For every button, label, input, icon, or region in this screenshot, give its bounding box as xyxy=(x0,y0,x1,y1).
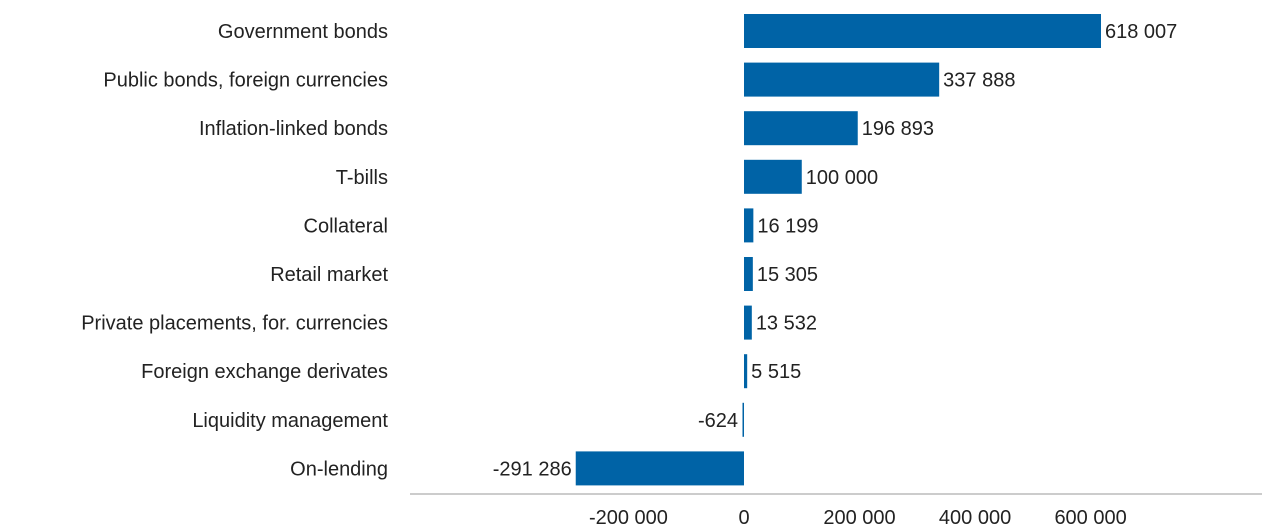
category-label: On-lending xyxy=(290,458,388,480)
value-label: -291 286 xyxy=(493,458,572,480)
x-tick-label: 400 000 xyxy=(939,507,1011,526)
value-label: 100 000 xyxy=(806,167,878,189)
value-label: 5 515 xyxy=(751,361,801,383)
bar xyxy=(575,451,744,486)
x-tick-label: 600 000 xyxy=(1054,507,1126,526)
bar xyxy=(744,354,748,389)
category-label: T-bills xyxy=(336,167,388,189)
x-axis: -200 000 0 200 000 400 000 600 000 xyxy=(410,493,1262,529)
value-label: 15 305 xyxy=(757,264,818,286)
category-label: Government bonds xyxy=(218,21,388,43)
bar xyxy=(744,62,940,97)
bar xyxy=(742,402,744,437)
bar xyxy=(744,14,1101,48)
value-label: 196 893 xyxy=(862,118,934,140)
value-label: -624 xyxy=(698,410,738,432)
value-label: 618 007 xyxy=(1105,21,1177,43)
bars-layer: Government bonds 618 007 Public bonds, for… xyxy=(81,14,1177,486)
x-tick-label: 0 xyxy=(738,507,749,526)
value-label: 337 888 xyxy=(943,70,1015,92)
category-label: Public bonds, foreign currencies xyxy=(103,70,388,92)
value-label: 13 532 xyxy=(756,313,817,335)
x-tick-label: 200 000 xyxy=(823,507,895,526)
category-label: Retail market xyxy=(270,264,388,286)
x-tick-label: -200 000 xyxy=(589,507,668,526)
category-label: Liquidity management xyxy=(192,410,388,432)
category-label: Inflation-linked bonds xyxy=(199,118,388,140)
bar xyxy=(744,159,802,194)
bar xyxy=(744,111,858,146)
category-label: Foreign exchange derivates xyxy=(141,361,388,383)
value-label: 16 199 xyxy=(757,215,818,237)
category-label: Collateral xyxy=(304,215,388,237)
category-label: Private placements, for. currencies xyxy=(81,313,388,335)
bar xyxy=(744,208,754,243)
bar xyxy=(744,305,752,340)
bar xyxy=(744,257,753,291)
